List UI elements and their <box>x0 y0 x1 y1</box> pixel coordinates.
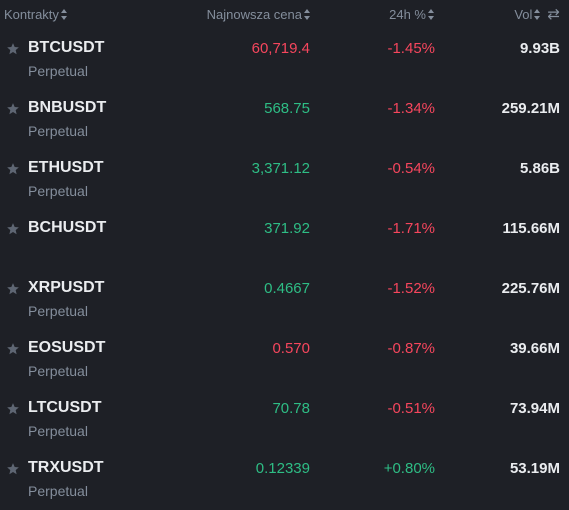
table-row[interactable]: BCHUSDT 371.92 -1.71% 115.66M <box>0 210 569 270</box>
favorite-star-icon[interactable] <box>6 162 20 176</box>
vol-header-label: Vol <box>514 7 533 22</box>
last-price: 3,371.12 <box>251 160 310 177</box>
contract-symbol: ETHUSDT <box>28 159 104 176</box>
change-24h: +0.80% <box>383 460 435 477</box>
contract-type: Perpetual <box>28 423 88 439</box>
favorite-star-icon[interactable] <box>6 342 20 356</box>
favorite-star-icon[interactable] <box>6 402 20 416</box>
price-header-label: Najnowsza cena <box>206 7 302 22</box>
volume: 53.19M <box>509 460 560 477</box>
table-row[interactable]: BTCUSDT Perpetual 60,719.4 -1.45% 9.93B <box>0 30 569 90</box>
last-price: 371.92 <box>264 220 310 237</box>
volume: 5.86B <box>519 160 560 177</box>
contract-symbol: EOSUSDT <box>28 339 106 356</box>
table-row[interactable]: EOSUSDT Perpetual 0.570 -0.87% 39.66M <box>0 330 569 390</box>
change-24h: -0.54% <box>387 160 435 177</box>
table-row[interactable]: LTCUSDT Perpetual 70.78 -0.51% 73.94M <box>0 390 569 450</box>
table-row[interactable]: XRPUSDT Perpetual 0.4667 -1.52% 225.76M <box>0 270 569 330</box>
volume: 259.21M <box>501 100 560 117</box>
change-24h: -1.71% <box>387 220 435 237</box>
last-price: 60,719.4 <box>251 40 310 57</box>
table-row[interactable]: ETHUSDT Perpetual 3,371.12 -0.54% 5.86B <box>0 150 569 210</box>
contract-type: Perpetual <box>28 303 88 319</box>
sort-by-change-button[interactable]: 24h % <box>389 7 435 22</box>
favorite-star-icon[interactable] <box>6 462 20 476</box>
last-price: 568.75 <box>264 100 310 117</box>
favorite-star-icon[interactable] <box>6 42 20 56</box>
table-header: Kontrakty Najnowsza cena 24h % Vol ⇄ <box>0 0 569 30</box>
sort-icon <box>534 9 541 20</box>
volume: 73.94M <box>509 400 560 417</box>
favorite-star-icon[interactable] <box>6 222 20 236</box>
volume: 115.66M <box>502 220 560 237</box>
change-24h: -0.87% <box>387 340 435 357</box>
sort-icon <box>60 9 68 20</box>
swap-arrows-icon[interactable]: ⇄ <box>547 6 560 23</box>
sort-by-volume-button[interactable]: Vol ⇄ <box>514 7 560 22</box>
last-price: 70.78 <box>272 400 310 417</box>
sort-by-price-button[interactable]: Najnowsza cena <box>207 7 311 22</box>
contract-type: Perpetual <box>28 183 88 199</box>
contract-type: Perpetual <box>28 123 88 139</box>
contract-symbol: LTCUSDT <box>28 399 102 416</box>
favorite-star-icon[interactable] <box>6 102 20 116</box>
volume: 225.76M <box>501 280 560 297</box>
last-price: 0.12339 <box>255 460 310 477</box>
change-24h: -0.51% <box>387 400 435 417</box>
change-24h: -1.45% <box>387 40 435 57</box>
sort-icon <box>304 9 311 20</box>
last-price: 0.570 <box>272 340 310 357</box>
change-24h: -1.52% <box>387 280 435 297</box>
change-24h: -1.34% <box>387 100 435 117</box>
contract-symbol: BCHUSDT <box>28 219 107 236</box>
volume: 39.66M <box>509 340 560 357</box>
favorite-star-icon[interactable] <box>6 282 20 296</box>
contract-type: Perpetual <box>28 483 88 499</box>
table-row[interactable]: BNBUSDT Perpetual 568.75 -1.34% 259.21M <box>0 90 569 150</box>
contract-symbol: BTCUSDT <box>28 39 105 56</box>
contracts-list: BTCUSDT Perpetual 60,719.4 -1.45% 9.93B … <box>0 30 569 510</box>
change-header-label: 24h % <box>389 7 426 22</box>
sort-icon <box>428 9 435 20</box>
contract-symbol: TRXUSDT <box>28 459 104 476</box>
contract-symbol: BNBUSDT <box>28 99 107 116</box>
volume: 9.93B <box>519 40 560 57</box>
table-row[interactable]: TRXUSDT Perpetual 0.12339 +0.80% 53.19M <box>0 450 569 510</box>
contract-symbol: XRPUSDT <box>28 279 105 296</box>
sort-by-contract-button[interactable]: Kontrakty <box>4 7 68 22</box>
contract-header-label: Kontrakty <box>4 7 59 22</box>
last-price: 0.4667 <box>264 280 310 297</box>
contract-type: Perpetual <box>28 363 88 379</box>
contract-type: Perpetual <box>28 63 88 79</box>
